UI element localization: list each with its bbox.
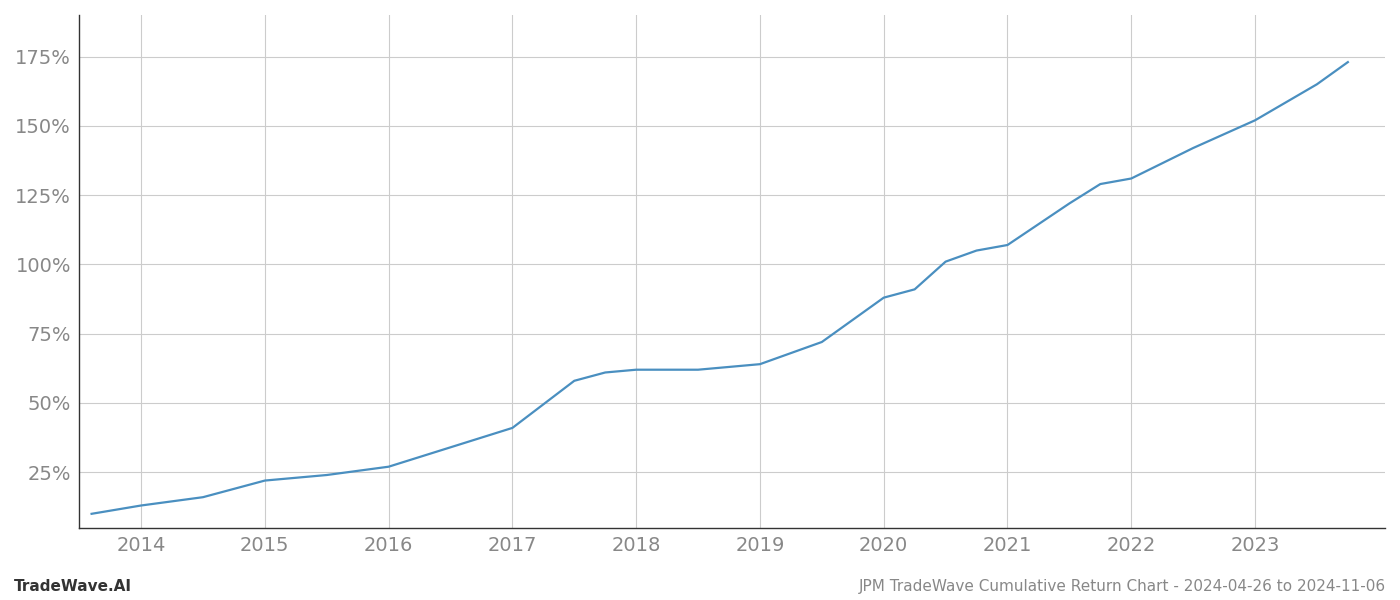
Text: JPM TradeWave Cumulative Return Chart - 2024-04-26 to 2024-11-06: JPM TradeWave Cumulative Return Chart - …: [858, 579, 1386, 594]
Text: TradeWave.AI: TradeWave.AI: [14, 579, 132, 594]
